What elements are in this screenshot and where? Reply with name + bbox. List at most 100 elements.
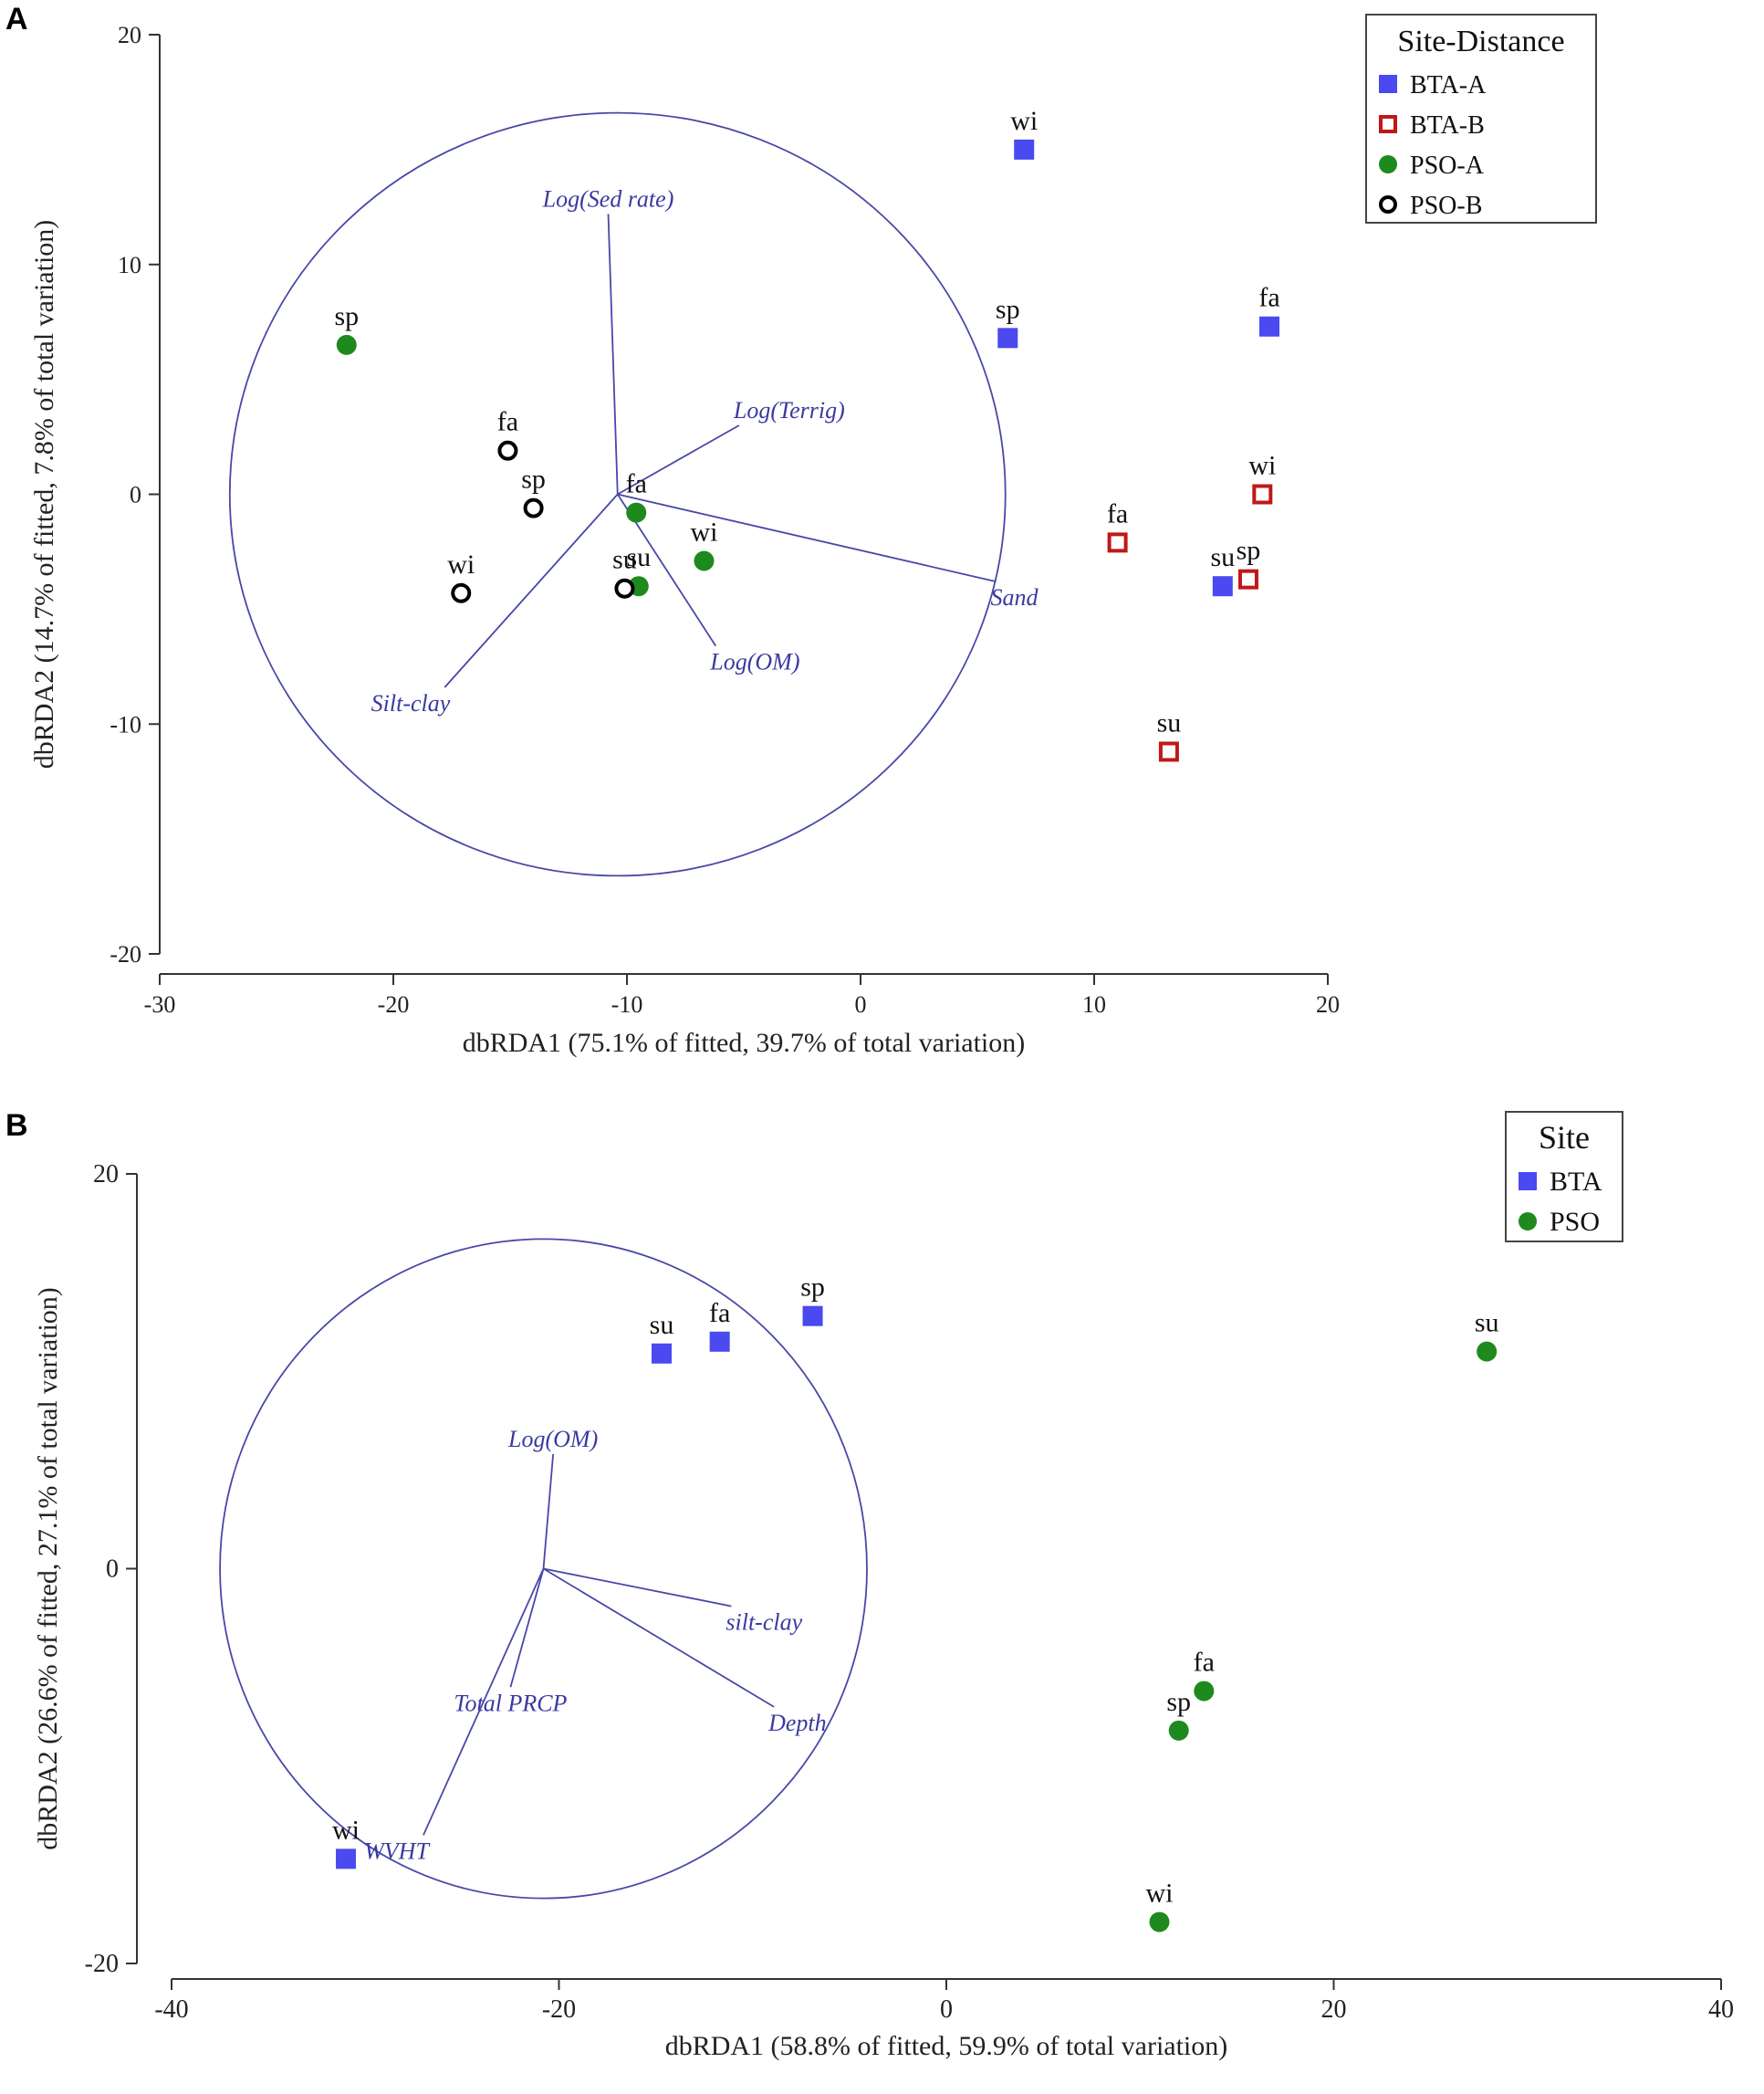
b-point-label: su xyxy=(1475,1308,1499,1338)
a-point-label: sp xyxy=(521,465,546,495)
b-point-pso xyxy=(1168,1720,1189,1741)
a-point-bta-a xyxy=(1259,316,1279,337)
b-x-tick-label: 40 xyxy=(1708,1995,1734,2024)
a-point-label: fa xyxy=(1258,283,1279,313)
b-point-label: sp xyxy=(1166,1687,1191,1717)
b-x-tick-label: 0 xyxy=(940,1995,953,2024)
a-legend-label: PSO-A xyxy=(1410,152,1485,180)
b-x-tick-label: -40 xyxy=(154,1995,188,2024)
b-y-tick-label: -20 xyxy=(85,1950,119,1978)
b-point-bta xyxy=(709,1331,730,1352)
a-point-label: sp xyxy=(334,301,359,331)
b-y-axis-title: dbRDA2 (26.6% of fitted, 27.1% of total … xyxy=(33,1287,63,1850)
a-point-pso-a xyxy=(694,550,715,571)
a-vector-label: Log(Terrig) xyxy=(733,397,845,424)
b-x-tick-label: 20 xyxy=(1321,1995,1347,2024)
a-point-bta-b xyxy=(1237,569,1258,590)
a-point-label: fa xyxy=(626,469,647,499)
b-vector-label: silt-clay xyxy=(725,1609,802,1636)
a-point-label: sp xyxy=(1237,536,1261,566)
b-point-pso xyxy=(1194,1680,1215,1701)
a-y-tick-label: -20 xyxy=(110,941,141,968)
b-legend-label: BTA xyxy=(1550,1167,1602,1197)
b-point-label: sp xyxy=(800,1272,825,1303)
b-x-axis-title: dbRDA1 (58.8% of fitted, 59.9% of total … xyxy=(665,2031,1228,2061)
b-point-label: fa xyxy=(709,1298,730,1328)
a-point-bta-a xyxy=(997,328,1018,349)
b-vector-label: WVHT xyxy=(364,1837,430,1864)
b-point-pso xyxy=(1477,1341,1498,1362)
b-x-tick-label: -20 xyxy=(542,1995,576,2024)
b-legend-marker xyxy=(1519,1172,1537,1190)
a-legend-marker xyxy=(1379,115,1397,133)
b-point-label: wi xyxy=(332,1815,360,1845)
b-vector-line xyxy=(542,1453,555,1569)
b-vector-line xyxy=(543,1567,775,1708)
b-y-tick-label: 0 xyxy=(106,1555,119,1584)
a-vector-label: Sand xyxy=(990,584,1039,611)
a-x-tick-label: -10 xyxy=(611,991,643,1018)
a-x-tick-label: -30 xyxy=(144,991,176,1018)
panel-label-b: B xyxy=(5,1108,28,1143)
a-legend-marker xyxy=(1379,155,1397,173)
a-vector-label: Log(OM) xyxy=(709,649,799,675)
a-vector-line xyxy=(617,493,997,583)
b-correlation-circle xyxy=(219,1238,868,1900)
b-vector-label: Depth xyxy=(767,1710,827,1736)
a-point-pso-b xyxy=(497,440,518,461)
b-vector-line xyxy=(423,1568,545,1836)
b-point-label: wi xyxy=(1145,1879,1173,1909)
b-point-bta xyxy=(802,1305,823,1326)
a-x-tick-label: 0 xyxy=(855,991,867,1018)
a-x-tick-label: 20 xyxy=(1316,991,1340,1018)
a-x-axis-title: dbRDA1 (75.1% of fitted, 39.7% of total … xyxy=(463,1028,1026,1058)
a-point-label: su xyxy=(612,545,637,575)
a-y-tick-label: 20 xyxy=(118,22,141,48)
b-legend-label: PSO xyxy=(1550,1207,1600,1237)
a-y-tick-label: 0 xyxy=(130,482,141,508)
a-point-bta-a xyxy=(1212,576,1233,597)
a-legend-box xyxy=(1365,14,1597,224)
panel-b-plot: -40 -20 0 20 40 -20 0 20 dbRDA1 (58.8% of fitted… xyxy=(33,1111,1734,2061)
a-point-label: wi xyxy=(447,550,475,580)
a-point-pso-b xyxy=(451,582,472,603)
b-point-bta xyxy=(651,1343,672,1364)
b-point-bta xyxy=(336,1848,357,1869)
a-legend-marker xyxy=(1379,75,1397,93)
a-vector-line xyxy=(607,214,619,495)
b-legend-title: Site xyxy=(1539,1119,1590,1156)
b-point-label: fa xyxy=(1194,1648,1215,1678)
b-vector-label: Log(OM) xyxy=(507,1426,598,1452)
a-x-tick-label: -20 xyxy=(378,991,410,1018)
b-vector-line xyxy=(543,1567,732,1607)
a-point-pso-b xyxy=(614,578,635,599)
a-vector-line xyxy=(617,424,740,496)
a-point-label: su xyxy=(626,542,651,572)
a-y-axis-title: dbRDA2 (14.7% of fitted, 7.8% of total v… xyxy=(29,220,59,770)
a-legend-label: BTA-A xyxy=(1410,71,1487,99)
a-y-tick-label: 10 xyxy=(118,252,141,278)
a-point-label: sp xyxy=(996,294,1020,324)
b-point-pso xyxy=(1149,1911,1170,1932)
a-point-pso-b xyxy=(523,497,544,518)
a-point-label: fa xyxy=(497,407,518,437)
a-legend-label: BTA-B xyxy=(1410,111,1485,140)
b-vector-line xyxy=(509,1568,545,1688)
a-point-label: su xyxy=(1210,542,1235,572)
panel-label-a: A xyxy=(5,2,28,37)
a-legend-label: PSO-B xyxy=(1410,192,1482,220)
a-point-bta-b xyxy=(1252,484,1273,505)
a-y-tick-label: -10 xyxy=(110,711,141,738)
a-point-label: su xyxy=(1157,707,1182,738)
a-x-tick-label: 10 xyxy=(1082,991,1106,1018)
a-point-pso-a xyxy=(626,502,647,523)
a-point-pso-a xyxy=(336,334,357,355)
a-correlation-circle xyxy=(228,111,1007,877)
a-legend-marker xyxy=(1379,195,1397,214)
a-vector-label: Silt-clay xyxy=(371,690,451,717)
a-legend-title: Site-Distance xyxy=(1397,25,1564,58)
a-point-label: wi xyxy=(1010,106,1038,136)
a-point-bta-a xyxy=(1014,139,1035,160)
